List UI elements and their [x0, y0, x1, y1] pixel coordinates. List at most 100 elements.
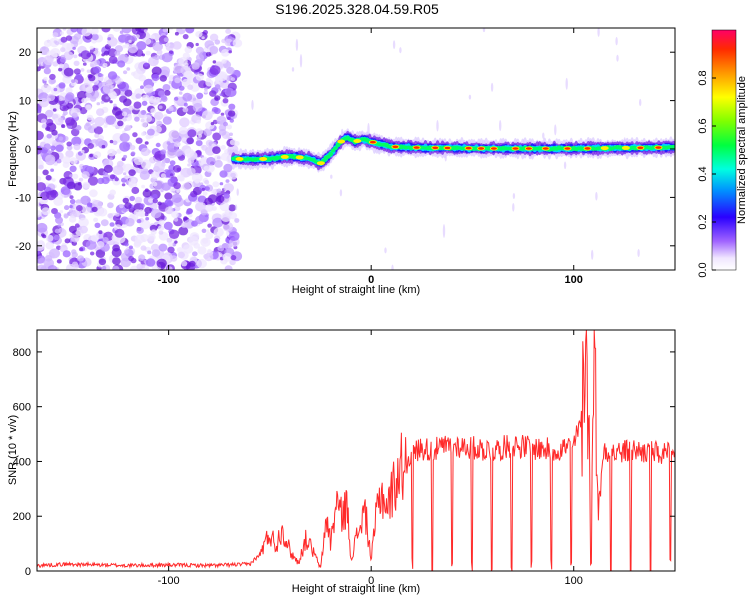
signal-peak-core: [655, 146, 662, 149]
noise-speckle: [214, 154, 222, 162]
noise-speckle: [114, 177, 119, 182]
noise-speckle: [141, 131, 146, 137]
noise-speckle: [143, 84, 154, 94]
streak-speckle: [639, 98, 642, 107]
noise-speckle: [140, 159, 152, 170]
noise-speckle: [73, 33, 82, 40]
noise-speckle: [71, 261, 79, 268]
noise-speckle: [56, 259, 62, 264]
noise-speckle: [166, 237, 173, 243]
noise-speckle: [150, 208, 162, 219]
noise-speckle: [188, 236, 199, 246]
snr-x-label: Height of straight line (km): [292, 583, 420, 595]
noise-speckle: [128, 177, 136, 185]
noise-speckle: [134, 196, 143, 204]
noise-speckle: [124, 202, 132, 210]
noise-speckle: [197, 246, 207, 255]
noise-speckle: [86, 69, 91, 73]
x-tick-label: 0: [368, 575, 374, 587]
noise-speckle: [128, 105, 134, 111]
noise-speckle: [141, 121, 148, 128]
noise-speckle: [60, 31, 64, 35]
noise-speckle: [176, 247, 184, 253]
signal-peak-core: [432, 146, 439, 150]
signal-peak-core: [369, 140, 376, 144]
noise-speckle: [156, 258, 167, 268]
noise-speckle: [86, 114, 94, 121]
noise-speckle: [45, 109, 54, 118]
noise-speckle: [59, 210, 64, 214]
noise-speckle: [214, 238, 220, 244]
colorbar-gradient: [711, 29, 737, 271]
noise-speckle: [123, 172, 127, 176]
noise-speckle: [164, 192, 173, 200]
noise-speckle: [144, 62, 149, 67]
noise-speckle: [183, 216, 188, 221]
noise-speckle: [78, 217, 89, 228]
streak-speckle: [236, 188, 239, 196]
noise-speckle: [121, 111, 128, 117]
x-tick-label: 100: [565, 274, 583, 286]
x-tick-label: 100: [565, 575, 583, 587]
noise-speckle: [142, 189, 152, 198]
noise-speckle: [143, 37, 152, 45]
noise-speckle: [109, 100, 113, 104]
signal-peak-core: [478, 147, 485, 150]
noise-speckle: [195, 42, 199, 47]
noise-speckle: [182, 92, 193, 102]
noise-speckle: [150, 229, 157, 235]
noise-speckle: [170, 255, 178, 262]
noise-speckle: [127, 113, 132, 118]
noise-speckle: [194, 178, 200, 184]
noise-speckle: [132, 132, 138, 138]
noise-speckle: [201, 187, 205, 191]
noise-speckle: [168, 129, 180, 140]
streak-speckle: [468, 94, 472, 100]
noise-speckle: [136, 219, 142, 224]
signal-peak-core: [444, 146, 451, 150]
signal-peak-core: [490, 147, 497, 150]
noise-speckle: [204, 197, 213, 206]
noise-speckle: [107, 71, 118, 80]
noise-speckle: [93, 151, 102, 159]
noise-speckle: [123, 154, 128, 159]
colorbar-tick-label: 0.8: [697, 70, 709, 85]
signal-trace-segment: [328, 151, 334, 157]
noise-speckle: [53, 87, 58, 92]
noise-speckle: [122, 197, 129, 204]
noise-speckle: [100, 73, 104, 77]
noise-speckle: [69, 205, 73, 209]
noise-speckle: [63, 67, 74, 77]
noise-speckle: [174, 31, 179, 36]
streak-speckle: [490, 82, 494, 92]
noise-speckle: [107, 37, 111, 41]
streak-speckle: [234, 204, 238, 211]
noise-speckle: [158, 243, 168, 252]
noise-speckle: [214, 39, 221, 45]
noise-speckle: [176, 174, 185, 181]
noise-speckle: [216, 71, 228, 82]
signal-peak: [600, 146, 609, 151]
noise-speckle: [171, 211, 179, 218]
noise-speckle: [114, 212, 120, 217]
noise-speckle: [121, 183, 126, 187]
noise-speckle: [60, 47, 66, 53]
noise-speckle: [156, 49, 163, 55]
noise-speckle: [164, 199, 172, 206]
noise-speckle: [77, 255, 85, 262]
noise-speckle: [37, 66, 41, 72]
noise-speckle: [46, 93, 56, 102]
noise-speckle: [205, 229, 210, 233]
noise-speckle: [140, 147, 151, 157]
noise-speckle: [39, 46, 50, 55]
noise-speckle: [62, 105, 67, 110]
noise-speckle: [125, 124, 131, 131]
noise-speckle: [38, 98, 50, 108]
noise-speckle: [140, 245, 147, 251]
noise-speckle: [49, 37, 60, 48]
noise-speckle: [119, 141, 131, 152]
noise-speckle: [45, 234, 54, 242]
noise-speckle: [58, 63, 64, 69]
noise-speckle: [71, 251, 78, 258]
